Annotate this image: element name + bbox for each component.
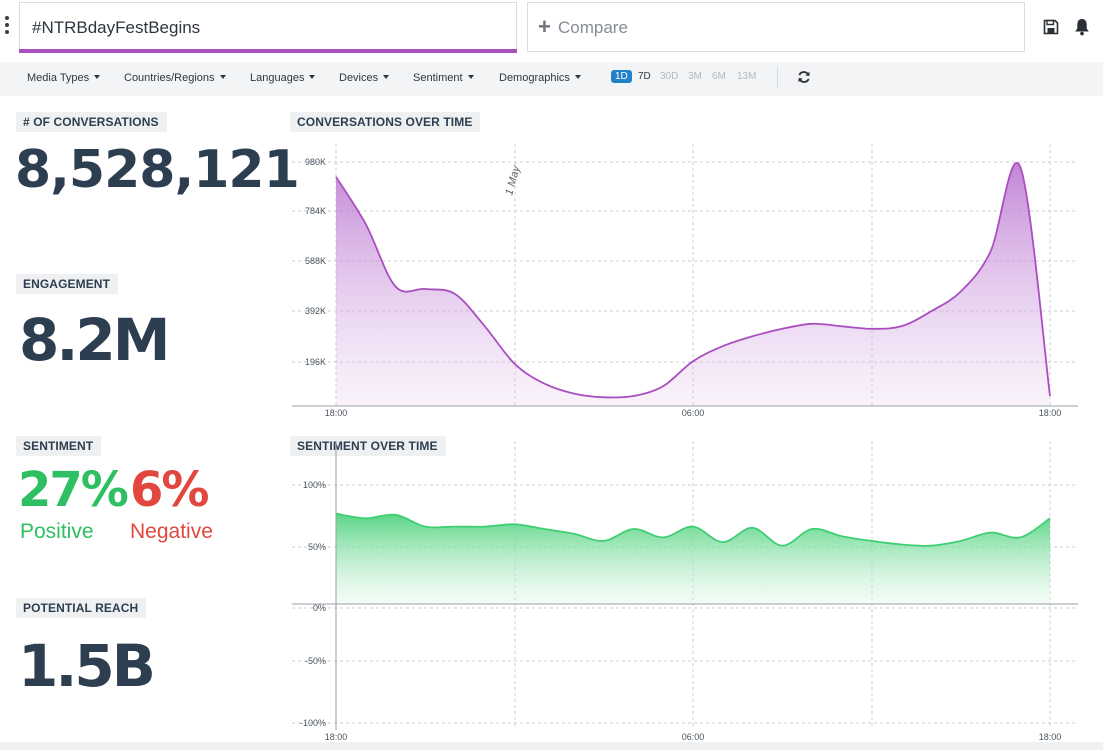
y-tick-label: -100% [300, 718, 326, 728]
conversations-chart: 980K 784K 588K 392K 196K 18:00 06:00 18:00 1 May [292, 144, 1078, 418]
range-6m[interactable]: 6M [712, 71, 726, 82]
caret-down-icon [219, 75, 226, 80]
stats-panel: # OF CONVERSATIONS 8,528,121 ENGAGEMENT … [0, 96, 300, 750]
negative-label: Negative [130, 520, 213, 543]
search-box[interactable] [19, 2, 517, 53]
x-tick-label: 18:00 [325, 408, 348, 418]
filter-label: Countries/Regions [124, 72, 215, 84]
charts-svg: 980K 784K 588K 392K 196K 18:00 06:00 18:00 1 May… [292, 144, 1078, 742]
caret-down-icon [383, 75, 390, 80]
range-1d[interactable]: 1D [611, 70, 632, 83]
caret-down-icon [574, 75, 581, 80]
divider [777, 67, 778, 89]
kebab-menu-icon[interactable] [3, 16, 11, 38]
save-icon[interactable] [1043, 19, 1059, 35]
range-7d[interactable]: 7D [638, 71, 651, 82]
filter-countries-regions[interactable]: Countries/Regions [124, 72, 226, 84]
x-tick-label: 18:00 [1039, 408, 1062, 418]
x-tick-label: 06:00 [682, 408, 705, 418]
y-tick-label: 588K [305, 256, 326, 266]
series-area [336, 513, 1050, 604]
negative-percent: 6% [130, 462, 209, 518]
y-tick-label: 50% [308, 542, 326, 552]
footer-strip [0, 742, 1103, 750]
filter-sentiment[interactable]: Sentiment [413, 72, 474, 84]
search-input[interactable] [32, 15, 502, 41]
filter-label: Languages [250, 72, 305, 84]
search-underline [19, 49, 517, 53]
filter-devices[interactable]: Devices [339, 72, 390, 84]
filter-bar: Media Types Countries/Regions Languages … [0, 62, 1103, 96]
caret-down-icon [467, 75, 474, 80]
plus-icon: + [538, 14, 551, 39]
y-tick-label: 392K [305, 306, 326, 316]
sentiment-chart-title: SENTIMENT OVER TIME [290, 436, 446, 456]
y-tick-label: 196K [305, 357, 326, 367]
y-tick-label: 784K [305, 206, 326, 216]
filter-media-types[interactable]: Media Types [27, 72, 101, 84]
x-tick-label: 18:00 [325, 732, 348, 742]
y-tick-label: 980K [305, 157, 326, 167]
conversations-label: # OF CONVERSATIONS [16, 112, 167, 132]
reach-label: POTENTIAL REACH [16, 598, 147, 618]
filter-label: Sentiment [413, 72, 463, 84]
filter-label: Media Types [27, 72, 90, 84]
engagement-label: ENGAGEMENT [16, 274, 119, 294]
filter-demographics[interactable]: Demographics [499, 72, 581, 84]
filter-label: Demographics [499, 72, 570, 84]
x-tick-label: 06:00 [682, 732, 705, 742]
range-30d[interactable]: 30D [660, 71, 679, 82]
range-3m[interactable]: 3M [688, 71, 702, 82]
filter-label: Devices [339, 72, 379, 84]
conversations-chart-title: CONVERSATIONS OVER TIME [290, 112, 481, 132]
date-annotation: 1 May [503, 163, 523, 196]
range-13m[interactable]: 13M [737, 71, 757, 82]
caret-down-icon [94, 75, 101, 80]
compare-box[interactable]: + Compare [527, 2, 1025, 52]
x-tick-label: 18:00 [1039, 732, 1062, 742]
compare-label: Compare [558, 18, 628, 37]
y-tick-label: 0% [313, 603, 326, 613]
y-tick-label: 100% [303, 480, 326, 490]
bell-icon[interactable] [1074, 18, 1090, 36]
caret-down-icon [309, 75, 316, 80]
engagement-value: 8.2M [19, 306, 170, 374]
top-bar: + Compare [0, 0, 1103, 62]
refresh-icon[interactable] [797, 70, 811, 84]
series-area [336, 162, 1050, 406]
filter-languages[interactable]: Languages [250, 72, 316, 84]
conversations-value: 8,528,121 [15, 140, 300, 200]
positive-percent: 27% [18, 462, 129, 518]
positive-label: Positive [20, 520, 94, 543]
y-tick-label: -50% [305, 656, 326, 666]
sentiment-label: SENTIMENT [16, 436, 102, 456]
sentiment-chart: 100% 50% 0% -50% -100% 18:00 06:00 18:00 [292, 441, 1078, 742]
reach-value: 1.5B [18, 632, 156, 700]
